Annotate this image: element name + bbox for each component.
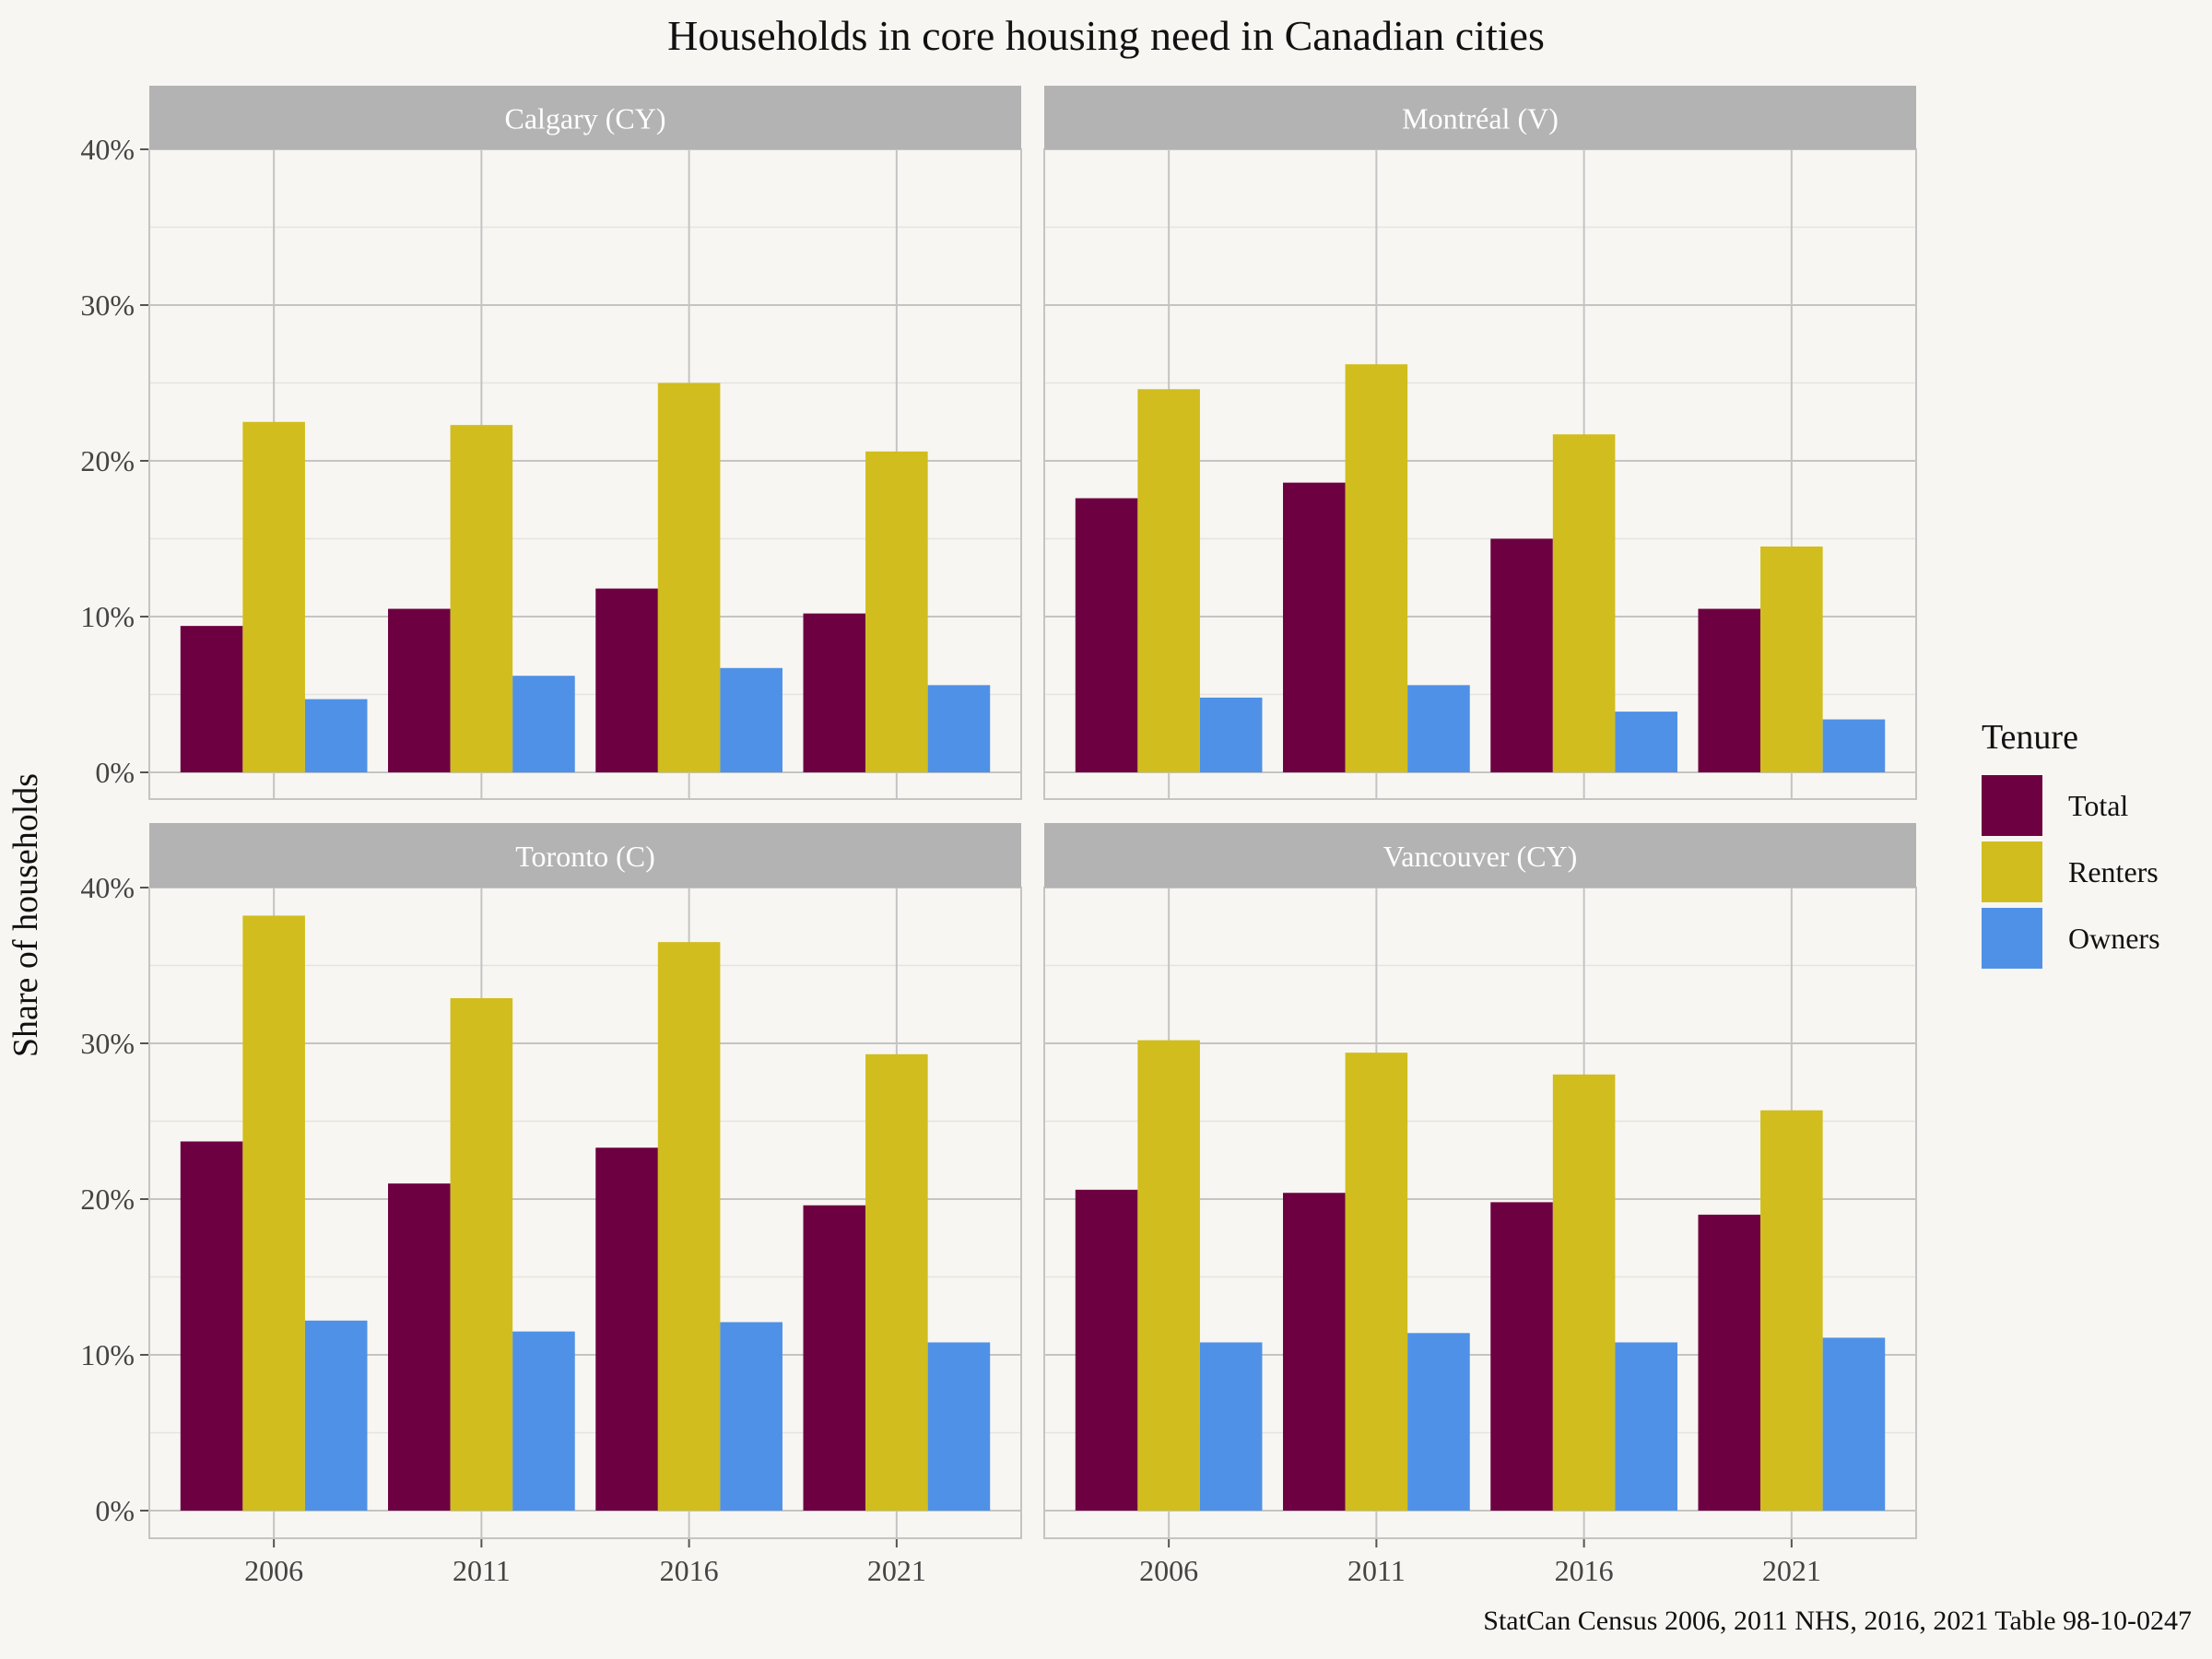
y-tick-label: 30% xyxy=(80,1027,135,1060)
facet-strip-label: Montréal (V) xyxy=(1402,102,1559,135)
bar-total-2021 xyxy=(1698,1214,1761,1511)
facet-strip xyxy=(149,86,1021,149)
bar-owners-2016 xyxy=(1615,712,1677,772)
facet-strip xyxy=(1044,823,1916,888)
bar-owners-2016 xyxy=(1615,1342,1677,1511)
panel-montreal-v: Montréal (V) xyxy=(1043,86,1917,800)
bar-renters-2016 xyxy=(657,382,721,772)
bar-total-2011 xyxy=(1283,482,1346,772)
bar-renters-2006 xyxy=(1137,389,1200,772)
legend: Tenure Total Renters Owners xyxy=(1982,718,2160,969)
legend-label-total: Total xyxy=(2068,789,2128,822)
bar-owners-2006 xyxy=(304,1320,368,1511)
x-tick-label: 2016 xyxy=(1555,1554,1614,1587)
facet-strip-label: Toronto (C) xyxy=(515,840,655,873)
bar-owners-2006 xyxy=(304,699,368,772)
y-tick-label: 40% xyxy=(80,133,135,166)
x-tick-label: 2021 xyxy=(1762,1554,1821,1587)
bar-owners-2021 xyxy=(1822,1337,1886,1511)
chart-caption: StatCan Census 2006, 2011 NHS, 2016, 202… xyxy=(1483,1606,2192,1636)
bar-renters-2011 xyxy=(450,425,513,772)
x-tick-label: 2011 xyxy=(453,1554,511,1587)
panel-calgary-cy: 0% 10% 20% 30% 40% Calgary (CY) xyxy=(80,86,1022,800)
bar-renters-2011 xyxy=(1345,1053,1408,1511)
facet-strip-label: Vancouver (CY) xyxy=(1383,840,1578,873)
y-tick-label: 30% xyxy=(80,288,135,322)
facet-strip xyxy=(1044,86,1916,149)
bar-renters-2016 xyxy=(657,942,721,1511)
bar-total-2016 xyxy=(595,1147,658,1511)
y-tick-label: 10% xyxy=(80,600,135,633)
y-tick-label: 40% xyxy=(80,871,135,904)
y-tick-label: 0% xyxy=(95,756,135,789)
bar-total-2006 xyxy=(1075,1189,1138,1511)
bar-owners-2016 xyxy=(720,667,782,772)
y-tick-label: 20% xyxy=(80,444,135,477)
panel-vancouver-cy: 2006 2011 2016 2021 Vancouver (CY) xyxy=(1043,823,1917,1587)
bar-total-2006 xyxy=(180,626,243,772)
legend-swatch-total xyxy=(1982,775,2042,836)
panel-toronto-c: 0% 10% 20% 30% 40% 2006 2011 2016 2021 Toronto (C… xyxy=(80,823,1022,1587)
y-tick-label: 20% xyxy=(80,1182,135,1216)
bar-renters-2021 xyxy=(1760,546,1823,772)
bar-renters-2006 xyxy=(242,421,305,772)
bar-renters-2006 xyxy=(1137,1040,1200,1511)
bar-total-2021 xyxy=(803,613,866,772)
chart-title: Households in core housing need in Canad… xyxy=(667,12,1545,59)
x-tick-label: 2011 xyxy=(1347,1554,1406,1587)
y-axis-label: Share of households xyxy=(6,773,45,1057)
bar-renters-2021 xyxy=(865,1053,928,1511)
bar-renters-2016 xyxy=(1552,434,1616,772)
facet-strip xyxy=(149,823,1021,888)
facet-panels: 0% 10% 20% 30% 40% Calgary (CY) Montréal (V) 0%… xyxy=(80,86,1917,1587)
bar-renters-2011 xyxy=(1345,364,1408,772)
y-tick-label: 10% xyxy=(80,1338,135,1371)
legend-swatch-renters xyxy=(1982,841,2042,902)
bar-renters-2011 xyxy=(450,997,513,1511)
bar-renters-2021 xyxy=(865,451,928,772)
bar-owners-2011 xyxy=(1407,1333,1470,1511)
x-tick-label: 2006 xyxy=(1139,1554,1198,1587)
bar-owners-2021 xyxy=(927,685,991,772)
bar-owners-2006 xyxy=(1199,697,1263,772)
bar-total-2016 xyxy=(1490,1202,1553,1511)
bar-owners-2021 xyxy=(927,1342,991,1511)
bar-total-2016 xyxy=(1490,538,1553,772)
bar-owners-2006 xyxy=(1199,1342,1263,1511)
bar-owners-2011 xyxy=(512,676,575,772)
bar-total-2006 xyxy=(1075,498,1138,772)
facet-strip-label: Calgary (CY) xyxy=(504,102,665,135)
legend-label-owners: Owners xyxy=(2068,922,2160,955)
bar-total-2016 xyxy=(595,588,658,772)
bar-total-2021 xyxy=(1698,608,1761,772)
bar-renters-2021 xyxy=(1760,1110,1823,1511)
bar-renters-2006 xyxy=(242,915,305,1511)
bar-renters-2016 xyxy=(1552,1074,1616,1511)
bar-owners-2021 xyxy=(1822,719,1886,772)
y-tick-label: 0% xyxy=(95,1494,135,1527)
bar-total-2011 xyxy=(388,608,451,772)
legend-label-renters: Renters xyxy=(2068,855,2159,888)
x-tick-label: 2021 xyxy=(867,1554,926,1587)
legend-swatch-owners xyxy=(1982,908,2042,969)
x-tick-label: 2006 xyxy=(244,1554,303,1587)
bar-total-2006 xyxy=(180,1141,243,1511)
bar-owners-2016 xyxy=(720,1322,782,1511)
x-tick-label: 2016 xyxy=(660,1554,719,1587)
bar-total-2011 xyxy=(388,1183,451,1511)
bar-owners-2011 xyxy=(512,1331,575,1511)
bar-owners-2011 xyxy=(1407,685,1470,772)
legend-title: Tenure xyxy=(1982,718,2078,757)
bar-total-2011 xyxy=(1283,1193,1346,1511)
bar-total-2021 xyxy=(803,1205,866,1511)
